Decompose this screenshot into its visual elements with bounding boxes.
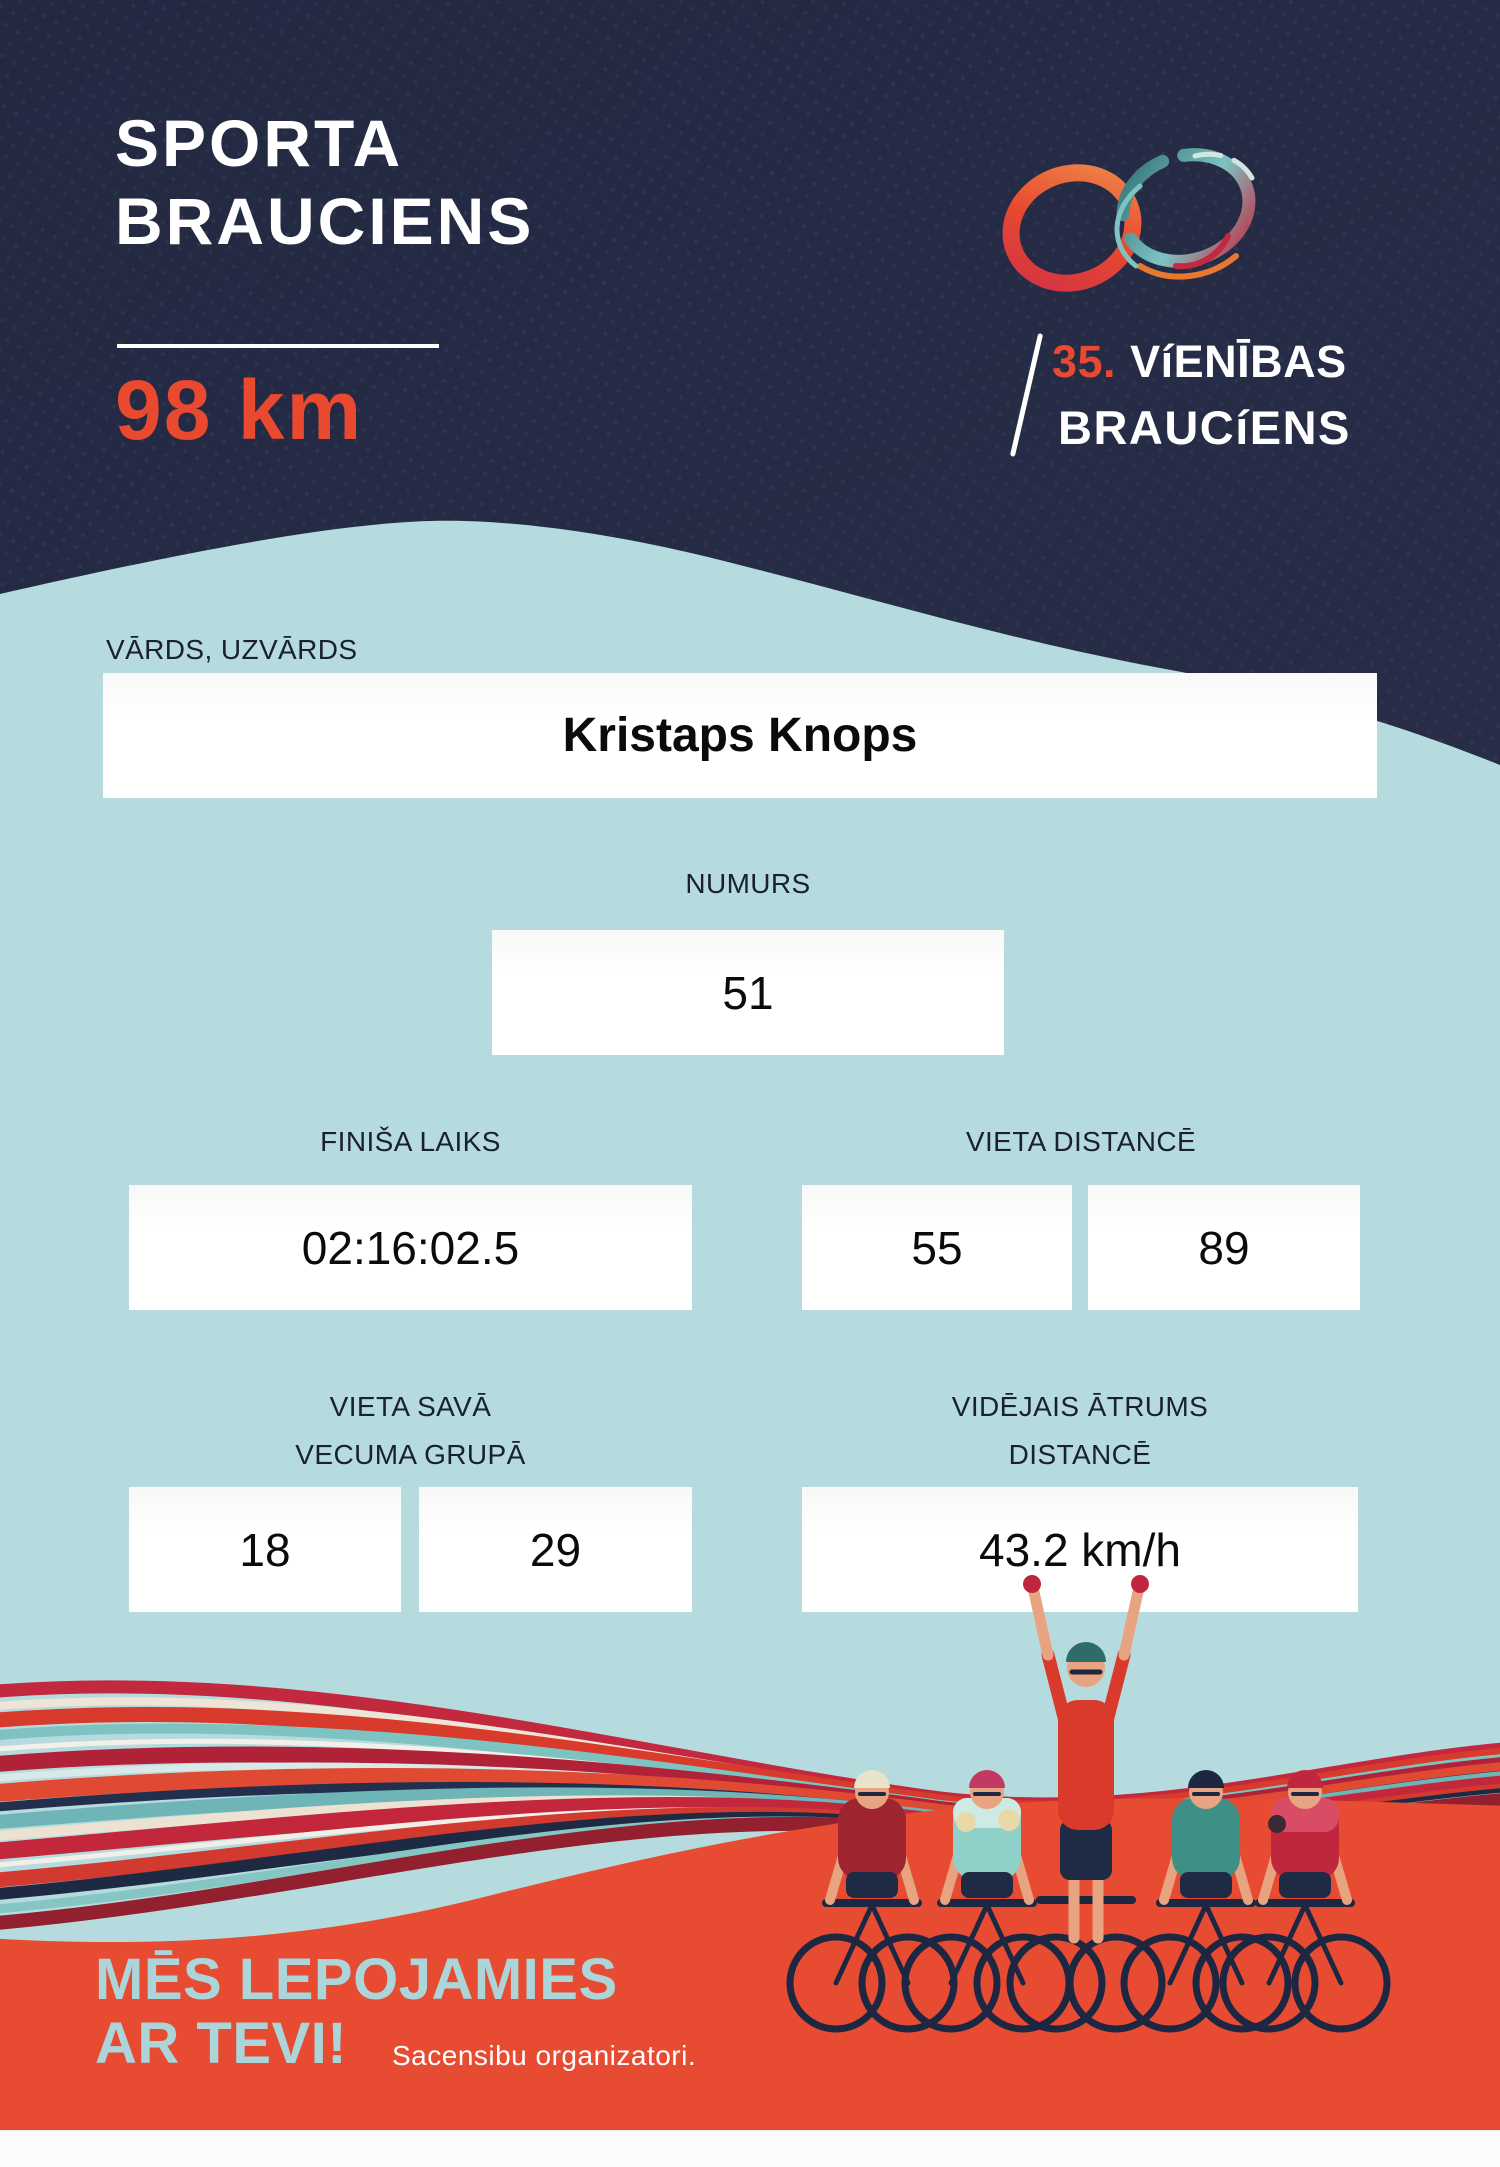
place-distance-box-1: 55 [802,1185,1072,1310]
logo-slash [1009,333,1044,457]
cyclist-left-inner [901,1770,1073,2033]
cyclist-left-outer [786,1770,958,2033]
finish-time-value-box: 02:16:02.5 [129,1185,692,1310]
age-group-box-1: 18 [129,1487,401,1612]
age-group-label-line1: VIETA SAVĀ [329,1391,492,1422]
age-group-box-2: 29 [419,1487,692,1612]
place-distance-label: VIETA DISTANCĒ [965,1126,1197,1157]
age-group-value-2: 29 [529,1523,582,1576]
avg-speed-value-box: 43.2 km/h [802,1487,1358,1612]
cyclist-winner [1006,1575,1166,2033]
place-distance-box-2: 89 [1088,1185,1360,1310]
name-label: VĀRDS, UZVĀRDS [106,634,358,665]
name-value-box: Kristaps Knops [103,673,1377,798]
avg-speed-label: VIDĒJAIS ĀTRUMS DISTANCĒ [802,1383,1358,1479]
footer-headline-line1: MĒS LEPOJAMIES [95,1947,618,2012]
avg-speed-value: 43.2 km/h [979,1523,1181,1576]
number-label: NUMURS [685,868,811,899]
logo-name1-text: VíENĪBAS [1130,336,1347,387]
finish-time-label: FINIŠA LAIKS [320,1126,501,1157]
avg-speed-label-line2: DISTANCĒ [1008,1439,1152,1470]
event-type-line2: BRAUCIENS [115,184,535,258]
logo-name-line1: 35. VíENĪBAS [1052,336,1347,388]
distance-label: 98 km [115,363,364,457]
name-value: Kristaps Knops [562,709,918,762]
logo-name-line2: BRAUCíENS [1058,401,1351,454]
infinity-logo-icon [1002,148,1256,292]
footer-strip [0,2130,1500,2167]
age-group-value-1: 18 [239,1523,291,1576]
track-stripes-illustration [0,1680,1500,1930]
cyclists-illustration [786,1575,1391,2033]
footer-subtext: Sacensibu organizatori. [392,2040,697,2071]
place-distance-value-2: 89 [1198,1221,1250,1274]
cyclist-right-outer [1219,1770,1391,2033]
finish-time-value: 02:16:02.5 [301,1221,520,1274]
logo-edition: 35. [1052,336,1117,387]
cyclist-right-inner [1120,1770,1292,2033]
avg-speed-label-line1: VIDĒJAIS ĀTRUMS [951,1391,1209,1422]
event-type-title: SPORTA BRAUCIENS [115,104,534,260]
number-value-box: 51 [492,930,1004,1055]
age-group-label-line2: VECUMA GRUPĀ [295,1439,526,1470]
place-distance-value-1: 55 [911,1221,963,1274]
title-divider [117,344,439,348]
event-type-line1: SPORTA [115,106,404,180]
age-group-label: VIETA SAVĀ VECUMA GRUPĀ [129,1383,692,1479]
number-value: 51 [722,966,774,1019]
